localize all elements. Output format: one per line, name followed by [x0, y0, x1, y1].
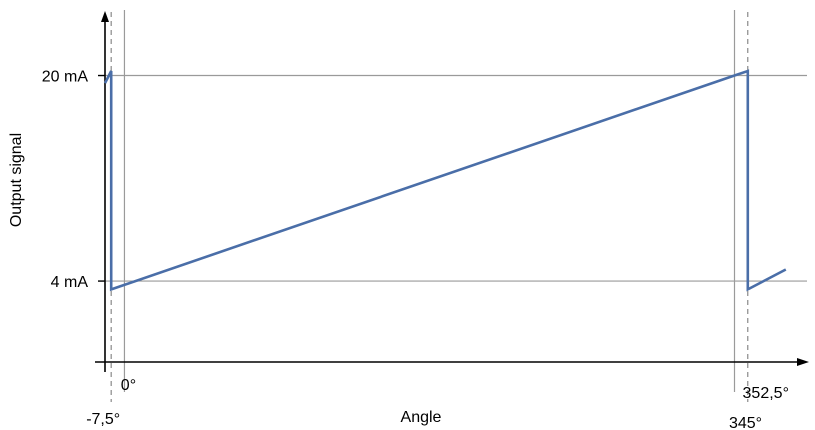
- x-axis-arrowhead: [797, 358, 809, 366]
- series-line: [103, 69, 787, 292]
- y-tick-label: 4 mA: [51, 274, 89, 291]
- x-tick-label: 0°: [121, 377, 136, 394]
- series: [103, 69, 787, 292]
- y-tick-labels: 20 mA 4 mA: [42, 69, 105, 291]
- y-tick-label: 20 mA: [42, 69, 89, 86]
- y-axis-title: Output signal: [8, 133, 25, 227]
- x-tick-labels: -7,5°0° 345° 352,5°: [86, 377, 789, 430]
- x-tick-label: -7,5°: [86, 411, 120, 428]
- x-axis-title: Angle: [401, 409, 442, 426]
- x-tick-label: 345°: [729, 415, 762, 430]
- y-axis-arrowhead: [101, 11, 109, 22]
- x-tick-label: 352,5°: [743, 385, 789, 402]
- grid-lines: [105, 10, 807, 402]
- axes: [95, 11, 809, 372]
